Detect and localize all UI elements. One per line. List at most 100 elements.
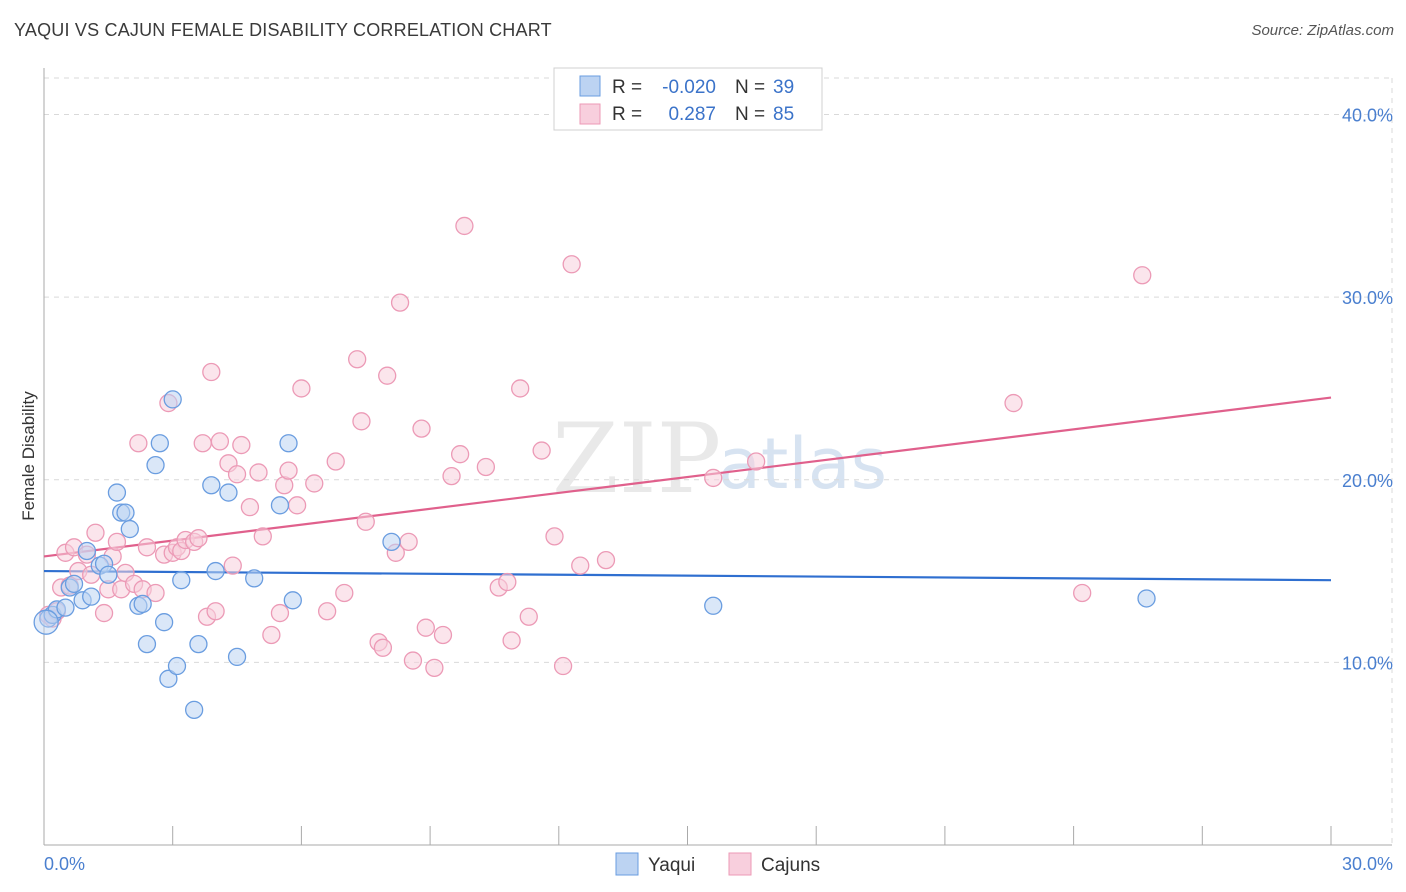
yaqui-point bbox=[107, 483, 127, 502]
yaqui-point bbox=[227, 647, 247, 667]
watermark-zip: ZIP bbox=[552, 403, 721, 515]
yaqui-point bbox=[245, 569, 264, 588]
cajun-point bbox=[279, 461, 298, 480]
x-tick-label-min: 0.0% bbox=[44, 854, 85, 874]
yaqui-point bbox=[77, 541, 97, 561]
x-tick-labels: 0.0% 30.0% bbox=[44, 854, 1393, 874]
cajun-point bbox=[373, 638, 393, 657]
cajun-point bbox=[253, 527, 272, 546]
bottom-legend-cajun-swatch bbox=[728, 852, 752, 876]
cajun-point bbox=[335, 583, 354, 603]
y-tick-label: 20.0% bbox=[1342, 471, 1393, 491]
cajun-point bbox=[476, 457, 496, 477]
cajun-point bbox=[403, 651, 423, 670]
cajun-point bbox=[562, 255, 581, 274]
cajun-point bbox=[305, 474, 324, 493]
watermark: ZIP atlas bbox=[552, 403, 887, 515]
bottom-legend-yaqui-label: Yaqui bbox=[648, 855, 695, 876]
yaqui-point bbox=[219, 483, 238, 502]
yaqui-point bbox=[279, 434, 298, 453]
yaqui-point bbox=[704, 596, 723, 615]
cajun-point bbox=[1073, 583, 1092, 603]
yaqui-point bbox=[172, 571, 191, 590]
cajun-point bbox=[146, 583, 165, 603]
y-axis-label: Female Disability bbox=[19, 391, 38, 521]
yaqui-point bbox=[150, 434, 169, 453]
yaqui-point bbox=[184, 700, 204, 720]
legend-yaqui-r-label: R = bbox=[612, 77, 642, 98]
cajun-point bbox=[1004, 393, 1023, 413]
cajun-point bbox=[425, 658, 444, 678]
cajun-point bbox=[545, 527, 564, 546]
cajun-point bbox=[210, 432, 230, 451]
legend-cajun-n-value: 85 bbox=[773, 104, 794, 125]
legend-box: R = -0.020 N = 39 R = 0.287 N = 85 bbox=[553, 67, 823, 131]
cajun-point bbox=[270, 603, 290, 623]
cajun-point bbox=[352, 412, 371, 431]
cajun-point bbox=[502, 631, 521, 650]
bottom-legend-cajun-label: Cajuns bbox=[761, 855, 820, 876]
cajun-point bbox=[553, 656, 573, 676]
y-tick-label: 10.0% bbox=[1342, 653, 1393, 673]
cajun-point bbox=[498, 572, 517, 592]
yaqui-point-cluster bbox=[33, 609, 59, 635]
cajun-point bbox=[189, 529, 208, 548]
y-tick-label: 30.0% bbox=[1342, 288, 1393, 308]
yaqui-point bbox=[202, 476, 221, 495]
cajun-point bbox=[596, 550, 616, 570]
legend-cajun-swatch bbox=[579, 103, 601, 125]
cajun-point bbox=[240, 498, 260, 517]
cajun-point bbox=[94, 603, 114, 623]
cajun-point bbox=[129, 434, 148, 453]
yaqui-point bbox=[146, 456, 165, 475]
y-tick-label: 40.0% bbox=[1342, 106, 1393, 126]
legend-yaqui-n-label: N = bbox=[735, 77, 765, 98]
yaqui-point bbox=[99, 565, 118, 584]
cajun-point bbox=[223, 556, 242, 575]
cajun-point bbox=[227, 465, 247, 484]
cajun-point bbox=[206, 602, 225, 621]
cajun-point bbox=[262, 625, 281, 645]
yaqui-point bbox=[163, 390, 182, 409]
yaqui-point bbox=[137, 634, 157, 654]
cajun-point bbox=[433, 625, 453, 645]
cajun-point bbox=[232, 435, 251, 455]
cajun-point bbox=[416, 618, 435, 637]
cajun-point bbox=[378, 366, 397, 385]
yaqui-point bbox=[82, 587, 101, 606]
cajun-point bbox=[202, 362, 221, 382]
yaqui-point bbox=[189, 634, 208, 654]
legend-yaqui-r-value: -0.020 bbox=[662, 77, 716, 98]
yaqui-point bbox=[159, 669, 178, 688]
axes bbox=[43, 68, 1392, 846]
bottom-legend-yaqui-swatch bbox=[615, 852, 639, 876]
yaqui-point bbox=[283, 591, 302, 610]
cajun-point bbox=[348, 350, 367, 369]
yaqui-point bbox=[1137, 589, 1156, 608]
cajun-point bbox=[746, 452, 766, 471]
cajun-point bbox=[287, 496, 307, 515]
yaqui-point bbox=[56, 598, 75, 617]
cajun-point bbox=[137, 538, 157, 557]
cajun-point bbox=[704, 468, 723, 488]
watermark-atlas: atlas bbox=[718, 423, 887, 505]
yaqui-point bbox=[167, 656, 187, 676]
source-credit: Source: ZipAtlas.com bbox=[1251, 22, 1394, 39]
cajun-point bbox=[317, 602, 337, 621]
yaqui-point bbox=[64, 574, 84, 594]
cajun-point bbox=[292, 379, 311, 398]
yaqui-point bbox=[270, 496, 290, 515]
legend-cajun-r-label: R = bbox=[612, 104, 642, 125]
y-tick-labels: 10.0% 20.0% 30.0% 40.0% bbox=[1342, 106, 1393, 674]
bottom-legend: Yaqui Cajuns bbox=[615, 852, 820, 876]
yaqui-points bbox=[33, 390, 1156, 720]
cajun-point bbox=[450, 445, 470, 464]
yaqui-point bbox=[154, 613, 174, 632]
legend-yaqui-n-value: 39 bbox=[773, 77, 794, 98]
yaqui-point bbox=[120, 519, 139, 539]
cajun-point bbox=[193, 434, 212, 453]
cajun-point bbox=[356, 512, 375, 531]
cajun-point bbox=[86, 523, 105, 542]
yaqui-point bbox=[116, 503, 135, 522]
